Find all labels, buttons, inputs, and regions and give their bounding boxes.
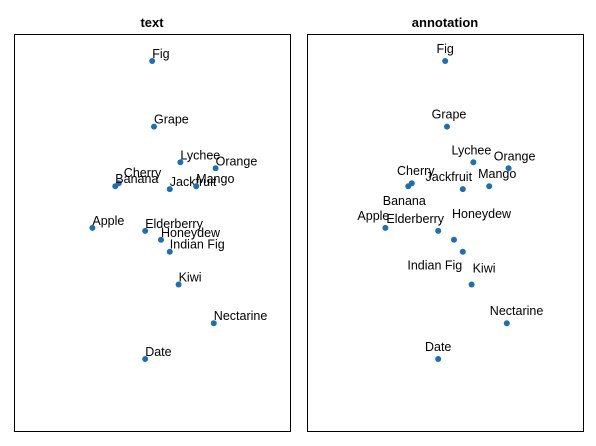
data-point — [451, 236, 457, 243]
point-label: Cherry — [397, 164, 435, 178]
point-label: Jackfruit — [426, 170, 473, 184]
point-label: Mango — [478, 167, 516, 181]
plot-area-annotation: Fig Grape Lychee Orange Cherry BananaJackfrui… — [357, 42, 543, 362]
data-point — [142, 227, 149, 234]
point-label: Cherry — [124, 166, 162, 180]
data-point — [158, 236, 164, 243]
point-label: Nectarine — [214, 309, 268, 323]
panel-frame-annotation — [307, 34, 584, 432]
data-point — [175, 281, 182, 288]
point-label: Jackfruit — [170, 175, 217, 189]
data-point — [149, 58, 156, 64]
data-point — [151, 123, 157, 130]
point-label: Apple — [92, 214, 124, 228]
point-label: Elderberry — [145, 217, 203, 231]
point-label: Elderberry — [386, 212, 444, 226]
point-label: Kiwi — [179, 271, 202, 285]
data-point — [435, 356, 442, 362]
point-label: Date — [145, 345, 171, 359]
point-label: Grape — [432, 108, 467, 122]
data-point — [142, 356, 149, 362]
point-label: Lychee — [180, 148, 220, 162]
point-label: Indian Fig — [170, 238, 225, 252]
point-label: Orange — [494, 149, 536, 163]
panel-frame-text — [14, 34, 291, 432]
point-label: Date — [425, 340, 451, 354]
point-label: Apple — [357, 209, 389, 223]
point-label: Indian Fig — [407, 259, 462, 273]
data-point — [470, 159, 477, 166]
data-point — [468, 281, 475, 288]
data-point — [486, 183, 493, 190]
data-point — [459, 248, 466, 255]
data-point — [382, 224, 389, 231]
data-point — [166, 248, 173, 255]
point-label: Orange — [216, 154, 258, 168]
point-label: Honeydew — [161, 226, 221, 240]
data-point — [89, 224, 96, 231]
data-point — [177, 159, 184, 166]
data-point — [193, 183, 200, 190]
point-label: Honeydew — [452, 207, 512, 221]
data-point — [459, 186, 466, 193]
panel-title-annotation: annotation — [412, 15, 478, 30]
data-point — [212, 165, 219, 172]
point-label: Grape — [154, 113, 189, 127]
data-point — [505, 165, 512, 172]
point-label: Lychee — [451, 143, 491, 157]
point-label: Fig — [152, 47, 169, 61]
data-point — [210, 320, 217, 327]
data-point — [112, 183, 119, 190]
point-label: Fig — [437, 42, 454, 56]
data-point — [166, 186, 173, 193]
point-label: Banana — [383, 194, 426, 208]
data-point — [435, 227, 442, 234]
data-point — [444, 123, 450, 130]
data-point — [442, 58, 449, 64]
point-label: Kiwi — [473, 262, 496, 276]
data-point — [503, 320, 510, 327]
panel-title-text: text — [140, 15, 164, 30]
point-label: Banana — [115, 172, 158, 186]
data-point — [405, 183, 412, 190]
point-label: Nectarine — [490, 304, 544, 318]
point-label: Mango — [196, 172, 234, 186]
